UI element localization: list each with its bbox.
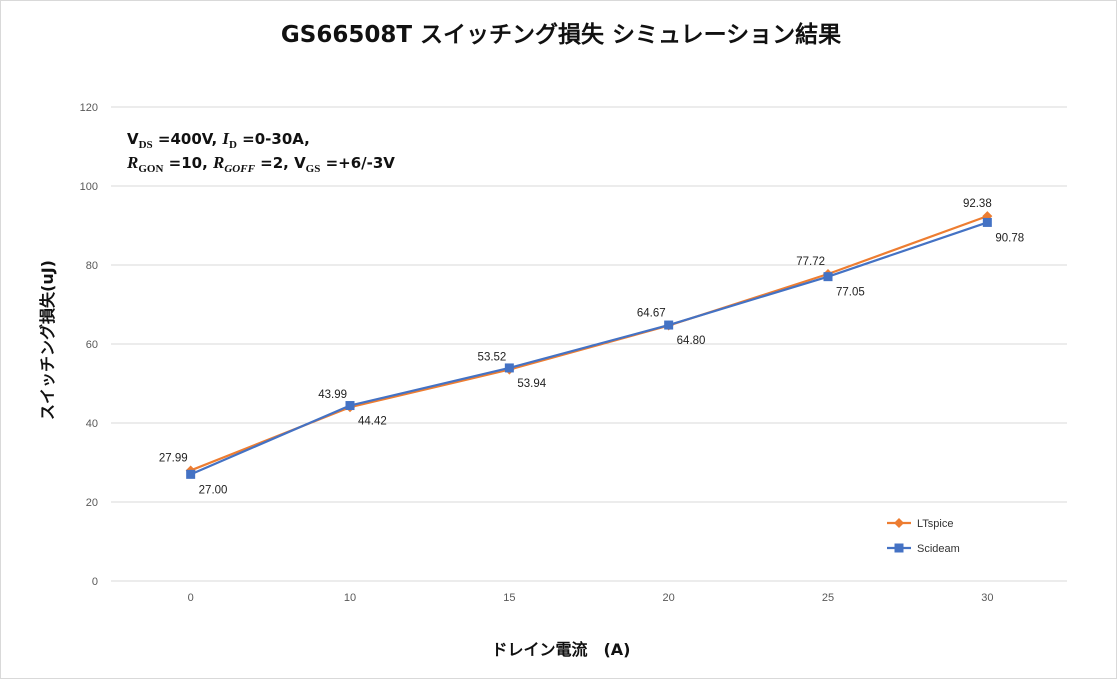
series-layer xyxy=(185,211,993,479)
x-axis-title: ドレイン電流 (A) xyxy=(491,640,630,659)
data-point xyxy=(504,363,514,373)
y-axis-title: スイッチング損失(uJ) xyxy=(38,260,57,420)
x-axis-ticks: 0 10 15 20 25 30 xyxy=(188,592,994,604)
legend-marker xyxy=(894,543,904,553)
x-tick-label: 15 xyxy=(503,592,515,604)
data-label: 53.94 xyxy=(517,378,546,390)
data-label: 77.72 xyxy=(796,256,825,268)
y-tick-label: 40 xyxy=(86,418,98,430)
data-label: 53.52 xyxy=(478,352,507,364)
data-label: 64.80 xyxy=(677,335,706,347)
annotation-conditions: VDS =400V, ID =0-30A, RGON =10, RGOFF =2… xyxy=(126,129,395,175)
data-label: 64.67 xyxy=(637,308,666,320)
legend: LTspice Scideam xyxy=(887,518,960,555)
x-tick-label: 0 xyxy=(188,592,194,604)
data-labels: 27.99 43.99 53.52 64.67 77.72 92.38 27.00 44.42… xyxy=(159,198,1024,496)
y-tick-label: 80 xyxy=(86,260,98,272)
data-label: 43.99 xyxy=(318,389,347,401)
data-point xyxy=(823,272,833,282)
y-tick-label: 60 xyxy=(86,339,98,351)
data-point xyxy=(982,217,992,227)
series-ltspice xyxy=(185,211,993,476)
legend-item-ltspice: LTspice xyxy=(887,518,953,530)
data-label: 27.99 xyxy=(159,452,188,464)
data-point xyxy=(345,401,355,411)
y-tick-label: 100 xyxy=(80,181,98,193)
series-scideam xyxy=(186,217,992,479)
data-label: 27.00 xyxy=(199,484,228,496)
data-point xyxy=(664,320,674,330)
y-tick-label: 20 xyxy=(86,497,98,509)
data-point xyxy=(186,469,196,479)
data-label: 77.05 xyxy=(836,287,865,299)
x-tick-label: 10 xyxy=(344,592,356,604)
legend-marker xyxy=(894,518,904,528)
y-axis-ticks: 0 20 40 60 80 100 120 xyxy=(80,102,98,588)
gridlines xyxy=(111,106,1067,582)
series-line-ltspice xyxy=(190,215,988,472)
annotation-line-1: VDS =400V, ID =0-30A, xyxy=(127,129,310,151)
y-tick-label: 0 xyxy=(92,576,98,588)
legend-label: Scideam xyxy=(917,543,960,555)
y-tick-label: 120 xyxy=(80,102,98,114)
data-label: 92.38 xyxy=(963,198,992,210)
x-tick-label: 30 xyxy=(981,592,993,604)
chart-title: GS66508T スイッチング損失 シミュレーション結果 xyxy=(281,21,841,48)
legend-item-scideam: Scideam xyxy=(887,543,960,555)
x-tick-label: 25 xyxy=(822,592,834,604)
data-label: 44.42 xyxy=(358,416,387,428)
series-line-scideam xyxy=(190,221,988,476)
x-tick-label: 20 xyxy=(663,592,675,604)
annotation-line-2: RGON =10, RGOFF =2, VGS =+6/-3V xyxy=(126,153,395,175)
data-label: 90.78 xyxy=(995,232,1024,244)
legend-label: LTspice xyxy=(917,518,953,530)
